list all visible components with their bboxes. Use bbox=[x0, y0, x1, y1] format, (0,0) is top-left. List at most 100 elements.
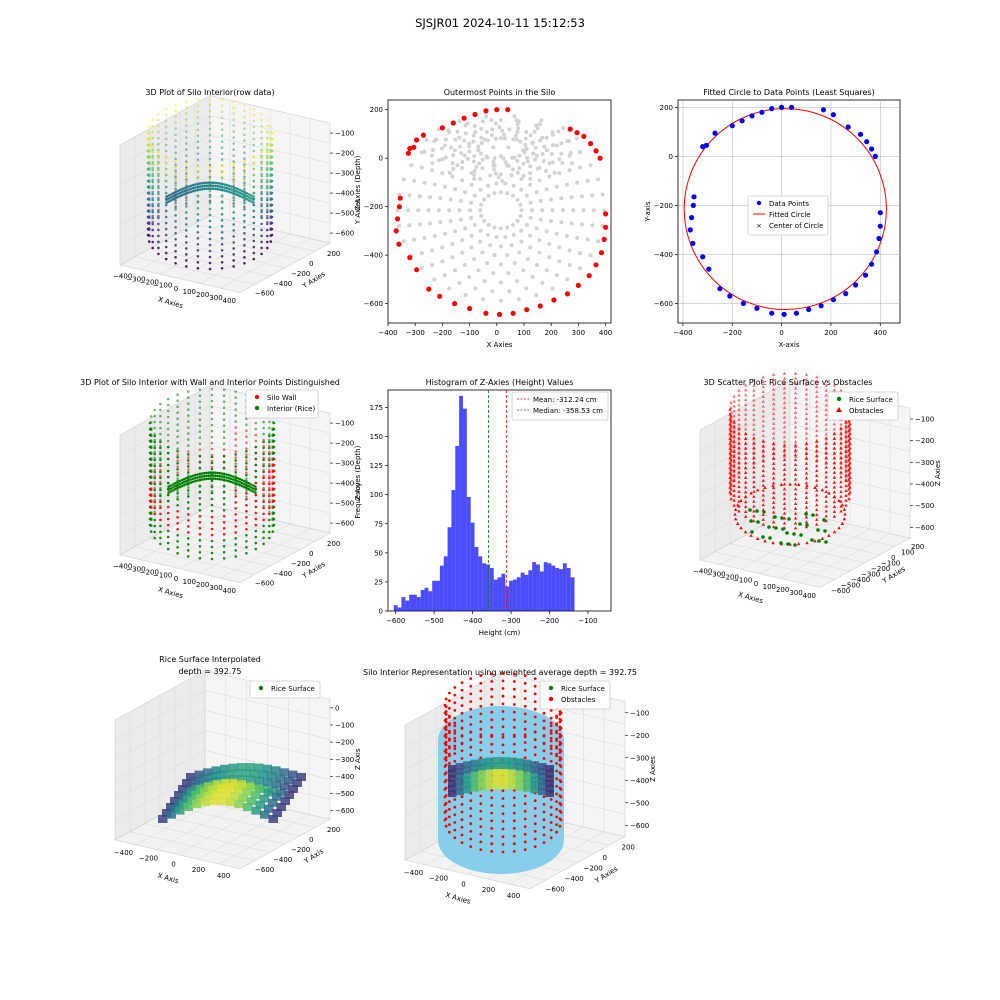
data-point bbox=[243, 166, 246, 169]
surface-patch bbox=[515, 758, 524, 766]
data-point bbox=[147, 228, 151, 231]
inner-point bbox=[505, 225, 510, 230]
inner-point bbox=[525, 257, 530, 262]
data-point bbox=[218, 182, 222, 185]
obstacle-point bbox=[549, 747, 553, 751]
data-point bbox=[157, 240, 160, 244]
data-point bbox=[225, 183, 228, 187]
obstacle-point bbox=[737, 422, 741, 426]
data-point bbox=[153, 512, 156, 516]
data-point bbox=[159, 492, 162, 496]
inner-point bbox=[528, 233, 533, 238]
obstacle-point bbox=[832, 383, 837, 387]
inner-point bbox=[540, 208, 545, 213]
obstacle-point bbox=[793, 467, 798, 471]
data-point bbox=[208, 165, 212, 169]
inner-point bbox=[509, 243, 514, 248]
obstacle-point bbox=[732, 430, 736, 434]
y-tick-label: 150 bbox=[370, 433, 383, 441]
obstacle-point bbox=[469, 799, 473, 803]
data-point bbox=[147, 198, 151, 201]
obstacle-point bbox=[444, 710, 448, 713]
z-tick-label: −100 bbox=[915, 415, 934, 423]
silo-cylinder-bottom bbox=[438, 806, 564, 874]
inner-point bbox=[486, 222, 491, 227]
obstacle-point bbox=[732, 438, 736, 442]
data-point bbox=[268, 498, 271, 502]
data-point bbox=[176, 489, 179, 493]
data-point bbox=[252, 155, 256, 159]
histogram-bar bbox=[512, 579, 517, 611]
data-point bbox=[153, 524, 156, 528]
data-point bbox=[159, 432, 162, 436]
inner-point bbox=[567, 248, 572, 253]
obstacle-point bbox=[732, 413, 736, 418]
surface-patch bbox=[226, 798, 236, 807]
inner-point bbox=[515, 197, 520, 202]
obstacle-point bbox=[844, 469, 848, 473]
data-point bbox=[209, 184, 213, 187]
data-point bbox=[231, 478, 235, 481]
data-point bbox=[196, 201, 200, 204]
obstacle-point bbox=[490, 811, 494, 815]
y-tick-label: −200 bbox=[364, 203, 383, 211]
obstacle-point bbox=[844, 472, 848, 476]
obstacle-point bbox=[732, 404, 736, 408]
obstacle-point bbox=[782, 457, 787, 462]
surface-patch bbox=[229, 775, 239, 784]
inner-point bbox=[514, 118, 519, 123]
data-point bbox=[185, 265, 188, 268]
x-tick-label: −400 bbox=[463, 617, 482, 625]
surface-patch bbox=[530, 766, 539, 774]
data-point bbox=[245, 441, 248, 445]
data-point bbox=[157, 196, 160, 200]
surface-patch bbox=[478, 768, 487, 776]
obstacle-point bbox=[844, 438, 848, 442]
outer-point bbox=[598, 250, 605, 256]
data-point bbox=[234, 414, 237, 417]
data-point bbox=[166, 439, 170, 443]
data-point bbox=[174, 178, 177, 181]
data-point bbox=[210, 465, 214, 469]
surface-patch bbox=[268, 798, 278, 807]
data-point bbox=[176, 468, 179, 471]
data-point bbox=[225, 186, 228, 190]
data-point bbox=[151, 186, 154, 190]
data-point bbox=[254, 427, 258, 431]
data-point bbox=[166, 511, 170, 515]
x-tick-label: 400 bbox=[803, 592, 816, 600]
data-point bbox=[207, 187, 211, 190]
inner-point bbox=[460, 178, 465, 183]
obstacle-point bbox=[732, 469, 736, 473]
obstacle-point bbox=[512, 742, 516, 746]
data-point bbox=[196, 158, 200, 161]
obstacle-point bbox=[743, 388, 748, 392]
data-point bbox=[240, 478, 244, 482]
rice-point bbox=[817, 539, 821, 543]
inner-point bbox=[519, 228, 524, 233]
histogram-bar bbox=[516, 577, 521, 611]
obstacle-point bbox=[737, 408, 741, 412]
data-point bbox=[266, 202, 269, 206]
obstacle-point bbox=[840, 503, 845, 507]
obstacle-point bbox=[549, 828, 553, 832]
obstacle-point bbox=[782, 443, 787, 447]
obstacle-point bbox=[761, 478, 765, 482]
obstacle-point bbox=[844, 477, 848, 481]
data-point bbox=[271, 440, 275, 443]
inner-point bbox=[529, 208, 534, 213]
x-tick-label: −400 bbox=[378, 329, 397, 337]
obstacle-point bbox=[824, 393, 828, 397]
legend-marker bbox=[254, 405, 260, 411]
obstacle-point bbox=[501, 710, 505, 713]
obstacle-point bbox=[523, 832, 527, 836]
data-point bbox=[243, 178, 246, 181]
data-point bbox=[151, 240, 154, 244]
surface-patch bbox=[272, 792, 282, 801]
inner-point bbox=[479, 140, 484, 145]
data-point bbox=[254, 451, 258, 455]
x-tick-label: 200 bbox=[824, 329, 837, 337]
obstacle-point bbox=[469, 723, 473, 726]
data-point bbox=[153, 462, 156, 466]
